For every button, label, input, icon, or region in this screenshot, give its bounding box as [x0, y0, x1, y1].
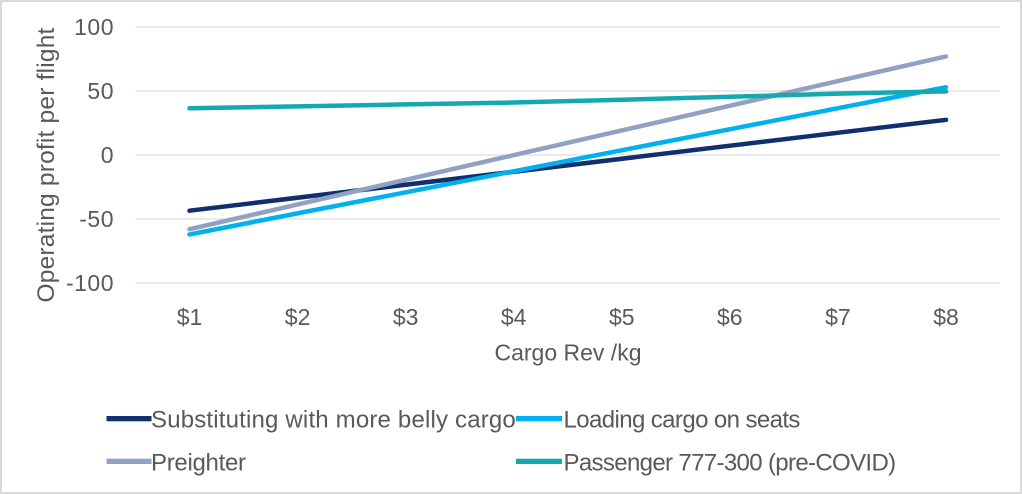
- svg-text:$5: $5: [609, 304, 635, 330]
- svg-text:Cargo Rev /kg: Cargo Rev /kg: [494, 340, 641, 366]
- svg-text:Passenger 777-300 (pre-COVID): Passenger 777-300 (pre-COVID): [564, 450, 896, 477]
- svg-text:-100: -100: [66, 270, 114, 296]
- svg-text:Substituting with more belly c: Substituting with more belly cargo: [151, 407, 516, 434]
- svg-text:$8: $8: [933, 304, 959, 330]
- svg-text:Operating profit per flight: Operating profit per flight: [33, 27, 60, 302]
- svg-text:Loading cargo on seats: Loading cargo on seats: [564, 407, 801, 434]
- svg-text:-50: -50: [79, 206, 114, 232]
- svg-text:$1: $1: [177, 304, 203, 330]
- svg-text:50: 50: [87, 78, 114, 104]
- svg-text:$2: $2: [285, 304, 311, 330]
- svg-text:Preighter: Preighter: [151, 450, 246, 477]
- svg-text:0: 0: [101, 142, 114, 168]
- svg-text:$6: $6: [717, 304, 743, 330]
- svg-text:$4: $4: [501, 304, 527, 330]
- svg-text:$3: $3: [393, 304, 419, 330]
- svg-text:$7: $7: [825, 304, 851, 330]
- svg-text:100: 100: [74, 14, 114, 40]
